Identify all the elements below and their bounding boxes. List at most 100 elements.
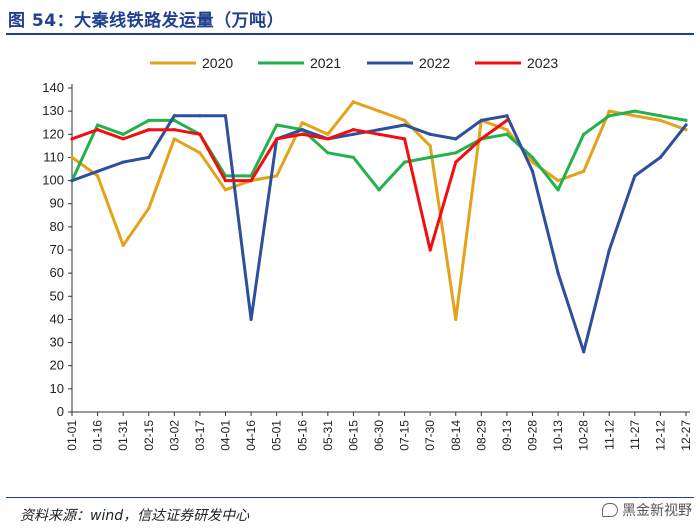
data-point-2020 xyxy=(658,118,663,122)
x-tick-label: 12-12 xyxy=(653,420,667,451)
data-point-2023 xyxy=(402,137,407,141)
data-point-2023 xyxy=(505,118,509,122)
data-point-2023 xyxy=(326,137,330,141)
watermark-text: 黑金新视野 xyxy=(622,503,692,519)
data-point-2022 xyxy=(172,114,176,118)
data-point-2023 xyxy=(223,178,228,183)
data-point-2023 xyxy=(428,248,432,252)
data-point-2022 xyxy=(582,350,586,354)
data-point-2020 xyxy=(454,317,458,322)
data-point-2021 xyxy=(326,151,330,155)
x-tick-label: 05-16 xyxy=(295,420,309,451)
y-tick-label: 90 xyxy=(50,196,64,211)
x-tick-label: 04-16 xyxy=(244,420,258,451)
x-tick-label: 11-12 xyxy=(602,420,616,450)
data-point-2022 xyxy=(530,169,535,173)
data-point-2021 xyxy=(530,155,535,160)
legend-label: 2020 xyxy=(202,55,233,71)
line-chart: 0 10 20 30 40 50 60 70 80 90 100 110 120 130 140 01-01 0… xyxy=(42,55,693,451)
data-point-2021 xyxy=(607,114,611,118)
watermark: 黑金新视野 xyxy=(602,500,692,520)
data-point-2020 xyxy=(530,160,535,164)
data-point-2021 xyxy=(454,151,458,155)
source-note: 资料来源：wind，信达证券研发中心 xyxy=(20,508,250,524)
data-point-2022 xyxy=(402,123,407,127)
data-point-2023 xyxy=(121,137,125,141)
x-tick-label: 08-14 xyxy=(449,420,463,451)
data-point-2021 xyxy=(121,132,125,136)
data-point-2023 xyxy=(454,160,458,164)
data-point-2021 xyxy=(633,109,637,113)
data-point-2021 xyxy=(377,188,381,192)
footer-divider xyxy=(6,497,694,498)
data-point-2020 xyxy=(172,137,176,141)
y-tick-label: 130 xyxy=(42,103,64,118)
data-point-2021 xyxy=(275,123,279,127)
y-tick-label: 70 xyxy=(50,242,64,257)
x-tick-label: 08-29 xyxy=(474,420,488,451)
data-point-2020 xyxy=(147,206,151,210)
data-point-2022 xyxy=(479,118,483,122)
data-point-2021 xyxy=(658,114,663,118)
data-point-2021 xyxy=(351,155,356,160)
data-point-2022 xyxy=(505,114,509,118)
data-point-2021 xyxy=(505,132,509,136)
legend-label: 2023 xyxy=(527,55,558,71)
series-line-2023 xyxy=(70,118,509,252)
x-tick-label: 03-02 xyxy=(167,420,181,451)
data-point-2021 xyxy=(428,155,432,160)
data-point-2020 xyxy=(70,155,74,160)
data-point-2020 xyxy=(684,128,688,132)
data-point-2020 xyxy=(121,243,125,247)
legend-label: 2021 xyxy=(310,55,341,71)
data-point-2021 xyxy=(95,123,100,127)
data-point-2021 xyxy=(556,188,560,192)
data-point-2022 xyxy=(684,123,688,127)
data-point-2022 xyxy=(198,114,202,118)
x-tick-label: 06-30 xyxy=(372,420,386,451)
legend-label: 2022 xyxy=(419,55,450,71)
x-tick-label: 03-17 xyxy=(193,420,207,451)
data-point-2020 xyxy=(582,169,586,173)
data-point-2023 xyxy=(377,132,381,136)
data-point-2022 xyxy=(377,128,381,132)
data-point-2023 xyxy=(70,137,74,141)
y-tick-label: 20 xyxy=(50,358,64,373)
data-point-2023 xyxy=(351,128,356,132)
data-point-2020 xyxy=(633,114,637,118)
y-tick-label: 10 xyxy=(50,381,64,396)
data-point-2020 xyxy=(275,174,279,178)
data-point-2022 xyxy=(223,114,228,118)
y-tick-label: 30 xyxy=(50,335,64,350)
x-tick-label: 11-27 xyxy=(628,420,642,450)
data-point-2022 xyxy=(428,132,432,136)
data-point-2022 xyxy=(556,271,560,275)
x-tick-label: 06-15 xyxy=(346,420,360,451)
y-tick-label: 0 xyxy=(57,404,64,419)
data-point-2022 xyxy=(70,178,74,183)
x-tick-label: 01-31 xyxy=(116,420,130,451)
data-point-2023 xyxy=(275,137,279,141)
data-point-2022 xyxy=(121,160,125,164)
data-point-2020 xyxy=(402,118,407,122)
data-point-2022 xyxy=(95,169,100,173)
data-point-2020 xyxy=(377,109,381,113)
data-point-2022 xyxy=(454,137,458,141)
x-tick-label: 07-15 xyxy=(398,420,412,451)
data-point-2023 xyxy=(147,128,151,132)
data-point-2020 xyxy=(300,121,304,125)
data-point-2022 xyxy=(607,248,611,252)
data-point-2023 xyxy=(172,128,176,132)
x-tick-label: 09-13 xyxy=(500,420,514,451)
data-point-2020 xyxy=(351,100,356,104)
x-tick-label: 09-28 xyxy=(526,420,540,451)
x-tick-label: 02-15 xyxy=(142,420,156,451)
figure-title: 图 54：大秦线铁路发运量（万吨） xyxy=(8,11,285,31)
x-tick-label: 05-31 xyxy=(321,420,335,451)
title-divider xyxy=(6,33,694,35)
data-point-2022 xyxy=(351,132,356,136)
y-tick-label: 50 xyxy=(50,288,64,303)
series-line-2022 xyxy=(70,114,688,354)
y-tick-label: 100 xyxy=(42,173,64,188)
data-point-2020 xyxy=(428,144,432,148)
